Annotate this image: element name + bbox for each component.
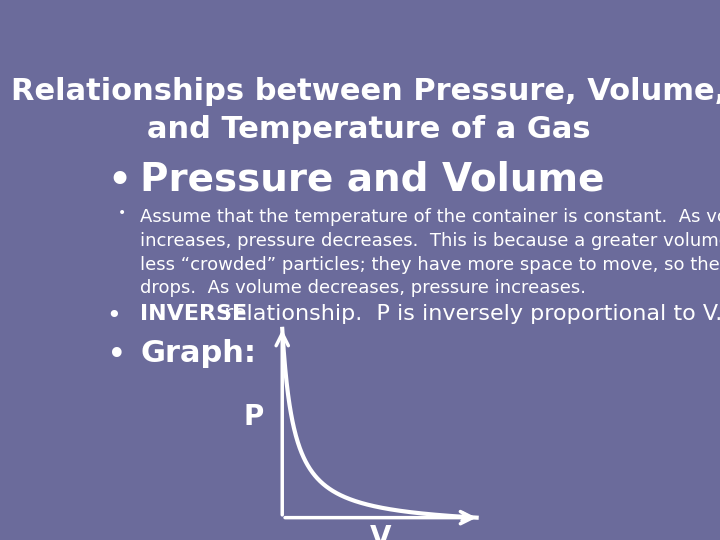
- Text: Assume that the temperature of the container is constant.  As volume: Assume that the temperature of the conta…: [140, 208, 720, 226]
- Text: increases, pressure decreases.  This is because a greater volume results in: increases, pressure decreases. This is b…: [140, 232, 720, 250]
- Text: •: •: [107, 339, 127, 372]
- Text: drops.  As volume decreases, pressure increases.: drops. As volume decreases, pressure inc…: [140, 279, 586, 298]
- Text: Graph:: Graph:: [140, 339, 256, 368]
- Text: •: •: [107, 304, 122, 328]
- Text: P: P: [243, 403, 264, 431]
- Text: Relationships between Pressure, Volume,: Relationships between Pressure, Volume,: [12, 77, 720, 106]
- Text: and Temperature of a Gas: and Temperature of a Gas: [147, 114, 591, 144]
- Text: relationship.  P is inversely proportional to V.: relationship. P is inversely proportiona…: [217, 304, 720, 324]
- Text: V: V: [370, 524, 392, 540]
- Text: •: •: [118, 206, 126, 220]
- Text: Pressure and Volume: Pressure and Volume: [140, 160, 605, 198]
- Text: less “crowded” particles; they have more space to move, so the pressure: less “crowded” particles; they have more…: [140, 255, 720, 274]
- Text: INVERSE: INVERSE: [140, 304, 248, 324]
- Text: •: •: [107, 160, 133, 204]
